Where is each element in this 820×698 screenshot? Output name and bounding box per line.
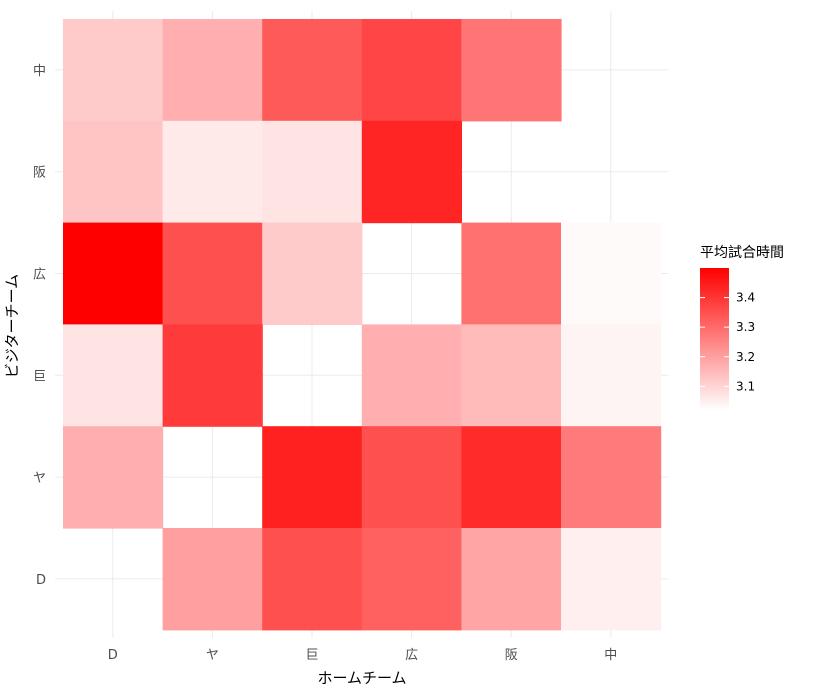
heatmap-cell-阪-巨: [262, 120, 363, 224]
heatmap-cell-巨-D: [63, 324, 164, 427]
heatmap-cell-ヤ-阪: [461, 426, 562, 529]
legend-colorbar: [700, 268, 729, 410]
legend-ticks: 3.1 3.2 3.3 3.4: [700, 291, 755, 393]
heatmap-tiles: [63, 19, 662, 631]
y-tick-label: 巨: [33, 369, 46, 384]
heatmap-cell-D-阪: [461, 528, 562, 631]
heatmap-cell-広-ヤ: [162, 222, 263, 325]
x-tick-label: 中: [604, 648, 617, 663]
legend-tick-label: 3.4: [736, 291, 755, 305]
heatmap-cell-阪-D: [63, 120, 164, 224]
heatmap-cell-D-広: [361, 528, 462, 631]
x-tick-label: ヤ: [206, 648, 219, 663]
x-tick-label: 広: [405, 648, 418, 663]
heatmap-cell-広-巨: [262, 222, 363, 325]
x-tick-label: 巨: [305, 648, 318, 663]
legend-tick-label: 3.1: [736, 379, 755, 393]
heatmap-cell-中-D: [63, 19, 164, 122]
heatmap-cell-阪-ヤ: [162, 120, 263, 224]
heatmap-cell-広-D: [63, 222, 164, 325]
heatmap-cell-ヤ-中: [561, 426, 662, 529]
heatmap-cell-中-巨: [262, 19, 363, 122]
heatmap-cell-広-中: [561, 222, 662, 325]
x-axis-title: ホームチーム: [317, 669, 406, 687]
heatmap-cell-広-阪: [461, 222, 562, 325]
heatmap-cell-中-ヤ: [162, 19, 263, 122]
y-tick-label: 広: [33, 268, 46, 283]
heatmap-cell-巨-阪: [461, 324, 562, 427]
heatmap-cell-巨-ヤ: [162, 324, 263, 427]
heatmap-cell-巨-中: [561, 324, 662, 427]
y-tick-label: ヤ: [33, 471, 46, 486]
heatmap-cell-D-巨: [262, 528, 363, 631]
heatmap-cell-中-広: [361, 19, 462, 122]
heatmap-cell-D-中: [561, 528, 662, 631]
heatmap-cell-中-阪: [461, 19, 562, 122]
heatmap-cell-D-ヤ: [162, 528, 263, 631]
legend-tick-label: 3.2: [736, 350, 755, 364]
legend-tick-label: 3.3: [736, 320, 755, 334]
heatmap-cell-阪-広: [361, 120, 462, 224]
heatmap-cell-ヤ-巨: [262, 426, 363, 529]
y-tick-label: D: [36, 573, 46, 588]
y-axis-title: ビジターチーム: [3, 274, 21, 378]
heatmap-cell-巨-広: [361, 324, 462, 427]
legend-title: 平均試合時間: [700, 245, 784, 261]
heatmap-cell-ヤ-広: [361, 426, 462, 529]
y-tick-label: 阪: [33, 166, 46, 181]
y-tick-label: 中: [33, 64, 46, 79]
x-tick-label: D: [108, 648, 118, 663]
x-tick-label: 阪: [505, 648, 518, 663]
legend: 平均試合時間 3.1 3.2 3.3 3.4: [700, 245, 784, 410]
heatmap-cell-ヤ-D: [63, 426, 164, 529]
